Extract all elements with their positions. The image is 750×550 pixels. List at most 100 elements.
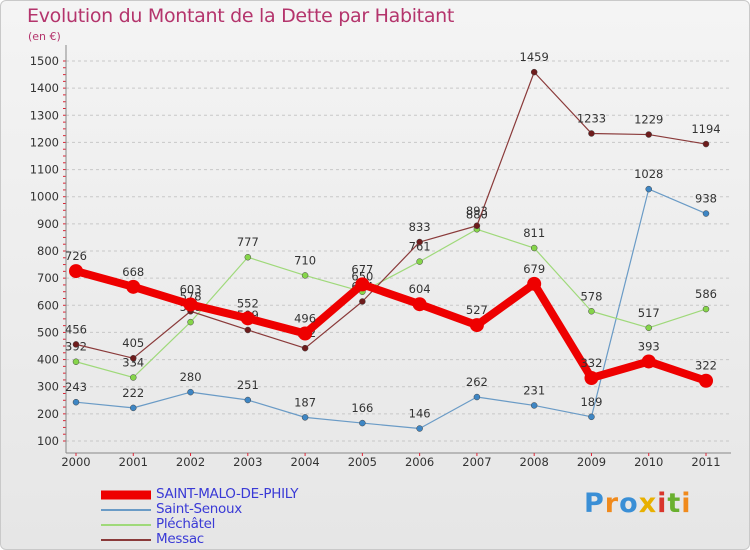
data-label: 334 (122, 355, 144, 369)
data-point (183, 297, 198, 312)
x-tick-label: 2005 (348, 455, 377, 469)
data-point (301, 272, 309, 279)
data-point (244, 326, 252, 334)
data-point (641, 354, 656, 369)
data-label: 496 (294, 312, 316, 326)
data-label: 603 (180, 282, 202, 296)
data-point (699, 373, 713, 388)
data-point (240, 311, 255, 326)
data-label: 1233 (577, 111, 606, 125)
data-point (473, 393, 481, 401)
y-tick-label: 700 (37, 271, 59, 285)
data-label: 586 (695, 287, 717, 301)
x-tick-label: 2008 (520, 455, 549, 469)
y-tick-label: 1500 (30, 54, 59, 68)
data-point (645, 131, 652, 138)
data-label: 222 (122, 386, 144, 400)
x-tick-label: 2003 (233, 455, 262, 469)
data-point (244, 396, 252, 404)
data-label: 726 (65, 249, 87, 263)
x-tick-label: 2010 (634, 455, 663, 469)
series-line (75, 228, 707, 379)
proxiti-logo: Proxiti (584, 488, 692, 519)
data-label: 1028 (634, 167, 663, 181)
x-tick-label: 2000 (61, 455, 90, 469)
data-point (130, 404, 137, 412)
y-tick-label: 100 (37, 434, 59, 448)
grid-lines (66, 60, 731, 442)
x-tick-label: 2009 (577, 455, 606, 469)
data-point (645, 185, 652, 193)
y-tick-label: 1200 (30, 135, 59, 149)
data-label: 231 (523, 383, 545, 397)
data-label: 679 (523, 262, 545, 276)
y-tick-label: 1300 (30, 108, 59, 122)
data-label: 262 (466, 375, 488, 389)
x-tick-label: 2004 (290, 455, 319, 469)
data-label: 1229 (634, 113, 663, 127)
series-saint-senoux: 243 222 280 251 187 166 146 262 231 189 1028 938 (65, 167, 717, 432)
chart-subtitle: (en €) (28, 30, 61, 43)
data-point (69, 264, 83, 279)
legend-label: Pléchâtel (156, 516, 216, 532)
data-point (416, 425, 423, 432)
data-point (298, 326, 313, 341)
y-tick-label: 600 (37, 298, 59, 312)
series-line (72, 267, 710, 385)
data-point (72, 341, 80, 348)
data-point (469, 318, 484, 333)
data-label: 189 (580, 395, 602, 409)
data-label: 578 (580, 289, 602, 303)
data-label: 552 (237, 296, 259, 310)
data-point (126, 279, 141, 294)
data-point (416, 238, 423, 246)
legend-label: Messac (156, 531, 204, 547)
data-label: 527 (466, 303, 488, 317)
data-point (130, 374, 137, 381)
y-tick-label: 1400 (30, 81, 59, 95)
x-tick-label: 2011 (691, 455, 720, 469)
data-label: 777 (237, 235, 259, 249)
y-tick-label: 500 (37, 325, 59, 339)
data-label: 456 (65, 322, 87, 336)
y-tick-label: 800 (37, 244, 59, 258)
data-label: 710 (294, 253, 316, 267)
data-label: 251 (237, 378, 259, 392)
data-label: 393 (638, 339, 660, 353)
data-point (412, 297, 427, 312)
data-label: 893 (466, 204, 488, 218)
data-point (244, 253, 252, 261)
data-point (702, 305, 710, 313)
series-messac: 4564055785094426148338931459123312291194 (65, 50, 721, 362)
data-point (702, 210, 710, 217)
y-tick-label: 1000 (30, 190, 59, 204)
data-label: 604 (409, 282, 431, 296)
data-point (359, 419, 366, 427)
series-saint-malo-de-phily: 726 668 603 552 496 677 604 527 679 332 393 322 (65, 249, 717, 388)
x-tick-label: 2006 (405, 455, 434, 469)
y-tick-label: 200 (37, 407, 59, 421)
data-point (72, 358, 80, 365)
x-tick-label: 2001 (119, 455, 148, 469)
data-point (588, 130, 595, 137)
data-label: 833 (409, 220, 431, 234)
data-label: 761 (409, 240, 431, 254)
x-tick-label: 2002 (176, 455, 205, 469)
data-point (301, 414, 309, 421)
data-point (130, 354, 137, 362)
data-point (187, 388, 194, 396)
data-point (72, 398, 80, 406)
legend-swatch (101, 508, 151, 511)
data-label: 938 (695, 192, 717, 206)
data-point (588, 308, 595, 315)
data-point (301, 344, 309, 352)
data-label: 811 (523, 226, 545, 240)
y-tick-label: 300 (37, 380, 59, 394)
legend-swatch (101, 490, 151, 499)
data-point (588, 413, 595, 421)
data-point (702, 140, 710, 148)
data-point (584, 371, 599, 386)
data-label: 668 (122, 265, 144, 279)
